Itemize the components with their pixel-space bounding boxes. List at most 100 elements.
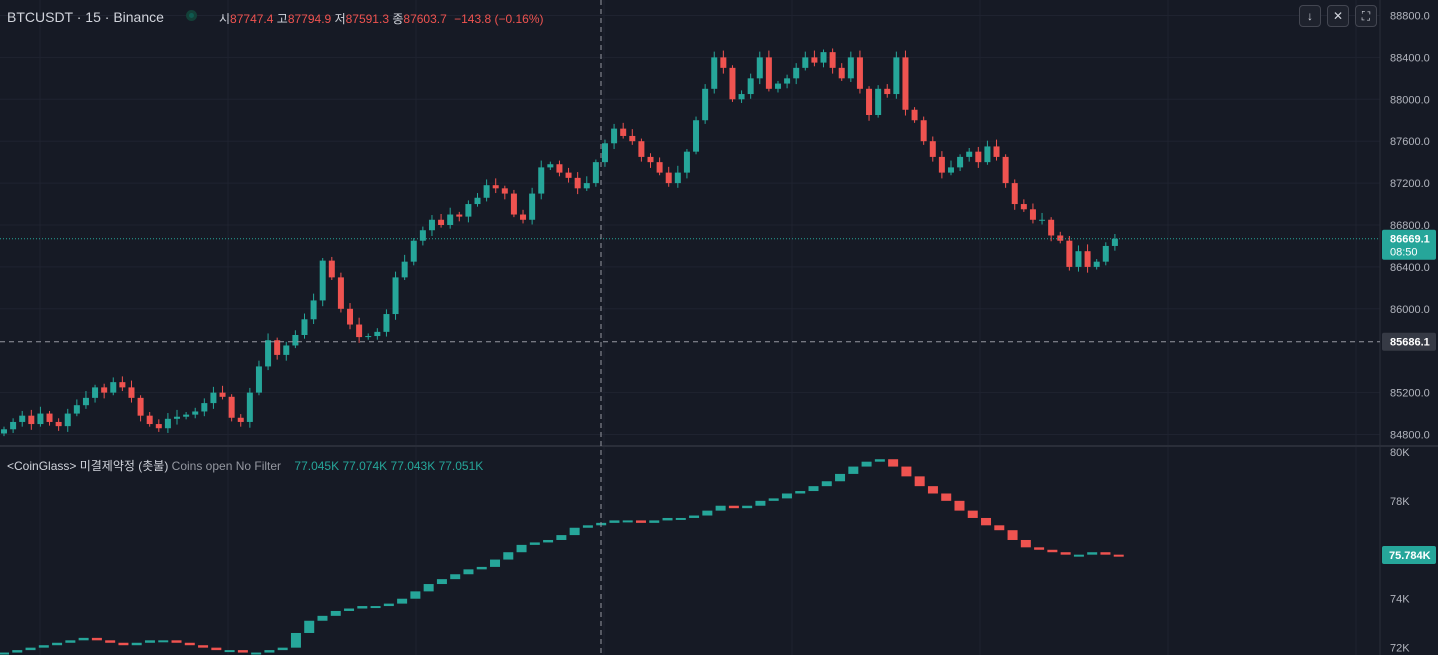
close-label: 종 [392, 12, 404, 26]
candle-body [884, 88, 891, 95]
candle-body [784, 78, 791, 84]
oi-candle [941, 493, 952, 501]
candle-body [756, 57, 763, 79]
indicator-params: Coins open No Filter [171, 459, 282, 473]
price-tick-label: 84800.0 [1390, 430, 1430, 442]
candle-body [128, 387, 135, 398]
candle-body [538, 167, 545, 194]
candle-body [392, 277, 399, 315]
countdown-label: 08:50 [1390, 247, 1418, 259]
candle-body [984, 146, 991, 163]
oi-candle [994, 525, 1005, 531]
oi-candle [383, 603, 394, 607]
candle-body [255, 366, 262, 393]
indicator-name[interactable]: <CoinGlass> 미결제약정 (촛불) [7, 459, 169, 473]
oi-candle [370, 606, 381, 609]
oi-candle [821, 481, 832, 487]
candle-body [410, 240, 417, 262]
candle-body [219, 392, 226, 397]
candle-body [37, 413, 44, 425]
oi-candle [144, 640, 155, 643]
candle-body [656, 162, 663, 173]
candle-body [711, 57, 718, 89]
oi-candle [38, 645, 49, 648]
candle-body [838, 67, 845, 79]
candle-body [702, 88, 709, 121]
indicator-v2: 77.074K [342, 459, 388, 473]
candle-body [10, 421, 17, 430]
oi-candle [476, 566, 487, 570]
oi-candle [463, 569, 474, 575]
candle-body [337, 277, 344, 309]
oi-candle [675, 517, 686, 520]
candle-body [1029, 209, 1036, 220]
indicator-v3: 77.043K [390, 459, 436, 473]
candle-body [856, 57, 863, 89]
candle-body [201, 403, 208, 412]
candle-body [265, 340, 272, 367]
collapse-icon[interactable]: ✕ [1327, 5, 1349, 27]
candle-body [993, 146, 1000, 157]
candle-body [510, 193, 517, 215]
symbol-title[interactable]: BTCUSDT · 15 · Binance [7, 9, 164, 25]
candle-body [92, 387, 99, 398]
price-tick-label: 88000.0 [1390, 94, 1430, 106]
candle-body [765, 57, 772, 89]
candle-body [438, 219, 445, 225]
candle-body [893, 57, 900, 95]
candle-body [647, 156, 654, 163]
candle-body [401, 261, 408, 278]
candle-body [1039, 219, 1046, 221]
oi-candle [25, 647, 36, 651]
candle-body [228, 396, 235, 418]
oi-last-label: 75.784K [1389, 550, 1431, 562]
price-tick-label: 86800.0 [1390, 220, 1430, 232]
candle-body [875, 88, 882, 115]
candle-body [674, 172, 681, 184]
oi-candle [65, 640, 76, 643]
candle-body [1, 429, 7, 434]
oi-candle [556, 535, 567, 540]
candle-body [465, 204, 472, 217]
candle-body [1111, 238, 1118, 246]
candle-body [720, 57, 727, 68]
oi-candle [237, 650, 248, 653]
candle-body [620, 128, 627, 136]
oi-candle [410, 591, 421, 599]
candle-body [729, 67, 736, 100]
candle-body [237, 417, 244, 422]
oi-candle [158, 640, 169, 643]
oi-candle [715, 505, 726, 511]
high-value: 87794.9 [287, 12, 332, 26]
candle-body [310, 300, 317, 320]
candle-body [383, 314, 390, 332]
oi-candle [503, 552, 514, 560]
price-tick-label: 87600.0 [1390, 136, 1430, 148]
candle-body [419, 230, 426, 241]
open-value: 87747.4 [230, 12, 274, 26]
candle-body [283, 345, 290, 355]
oi-candle [357, 606, 368, 609]
candle-body [55, 421, 62, 427]
candle-body [1084, 251, 1091, 267]
oi-candle [835, 473, 846, 482]
oi-tick-label: 80K [1390, 447, 1410, 459]
oi-candle [198, 645, 209, 648]
candle-body [802, 57, 809, 68]
maximize-icon[interactable]: ⛶ [1355, 5, 1377, 27]
oi-last-badge [1382, 546, 1436, 565]
oi-candle [689, 515, 700, 518]
oi-candle [569, 527, 580, 536]
candle-body [574, 177, 581, 189]
indicator-v1: 77.045K [294, 459, 340, 473]
candle-body [1102, 245, 1109, 262]
oi-candle [901, 466, 912, 477]
change-value: −143.8 (−0.16%) [454, 12, 544, 26]
candle-body [847, 57, 854, 79]
oi-candle [781, 493, 792, 499]
oi-candle [184, 642, 195, 646]
candle-body [947, 167, 954, 173]
close-value: 87603.7 [403, 12, 447, 26]
arrow-down-icon[interactable]: ↓ [1299, 5, 1321, 27]
